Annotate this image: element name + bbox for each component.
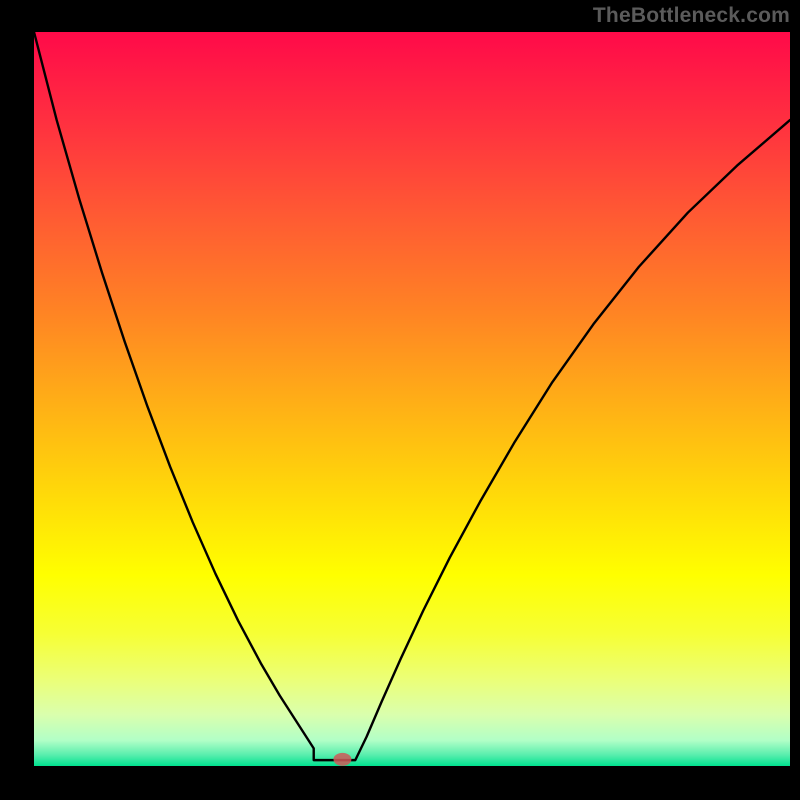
plot-background [34,32,790,766]
bottleneck-chart [34,32,790,766]
optimal-point-marker [333,753,351,766]
figure-frame: TheBottleneck.com [0,0,800,800]
watermark-text: TheBottleneck.com [593,4,790,28]
